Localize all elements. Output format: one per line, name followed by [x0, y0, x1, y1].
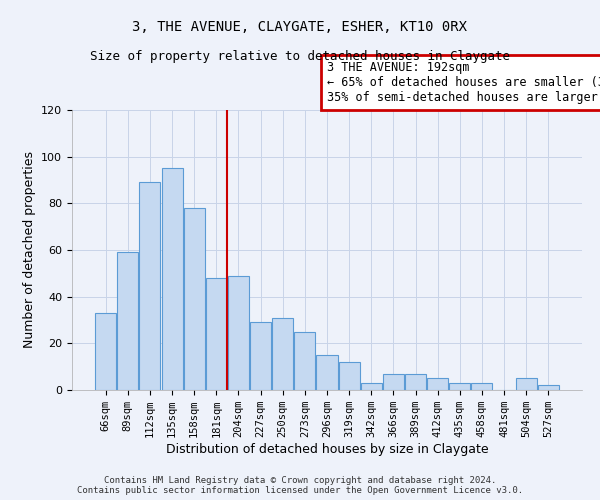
Bar: [250, 322, 271, 390]
Text: 3 THE AVENUE: 192sqm
← 65% of detached houses are smaller (378)
35% of semi-deta: 3 THE AVENUE: 192sqm ← 65% of detached h…: [327, 62, 600, 104]
Bar: [161, 168, 182, 390]
Bar: [515, 378, 536, 390]
Bar: [295, 332, 316, 390]
Bar: [449, 383, 470, 390]
Text: Size of property relative to detached houses in Claygate: Size of property relative to detached ho…: [90, 50, 510, 63]
Bar: [538, 386, 559, 390]
Bar: [184, 208, 205, 390]
Bar: [139, 182, 160, 390]
Bar: [228, 276, 249, 390]
Bar: [405, 374, 426, 390]
Y-axis label: Number of detached properties: Number of detached properties: [23, 152, 35, 348]
Text: Contains HM Land Registry data © Crown copyright and database right 2024.: Contains HM Land Registry data © Crown c…: [104, 476, 496, 485]
Text: 3, THE AVENUE, CLAYGATE, ESHER, KT10 0RX: 3, THE AVENUE, CLAYGATE, ESHER, KT10 0RX: [133, 20, 467, 34]
Text: Contains public sector information licensed under the Open Government Licence v3: Contains public sector information licen…: [77, 486, 523, 495]
X-axis label: Distribution of detached houses by size in Claygate: Distribution of detached houses by size …: [166, 443, 488, 456]
Bar: [361, 383, 382, 390]
Bar: [206, 278, 227, 390]
Bar: [383, 374, 404, 390]
Bar: [316, 355, 338, 390]
Bar: [472, 383, 493, 390]
Bar: [272, 318, 293, 390]
Bar: [118, 252, 139, 390]
Bar: [338, 362, 359, 390]
Bar: [95, 313, 116, 390]
Bar: [427, 378, 448, 390]
